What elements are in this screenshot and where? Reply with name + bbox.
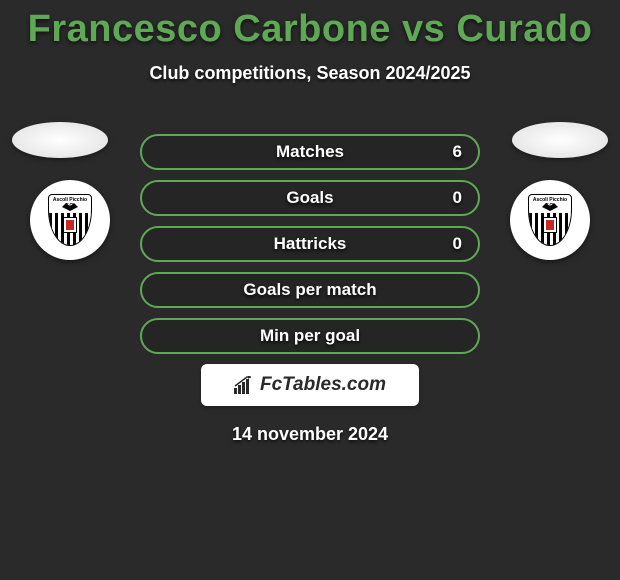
shield-icon: Ascoli Picchio F.C. [48, 194, 92, 246]
stat-pill-min-per-goal: Min per goal [140, 318, 480, 354]
stat-pill-goals-per-match: Goals per match [140, 272, 480, 308]
footer-date: 14 november 2024 [0, 424, 620, 445]
brand-box[interactable]: FcTables.com [201, 364, 419, 406]
stat-value: 0 [453, 188, 462, 208]
page-subtitle: Club competitions, Season 2024/2025 [0, 63, 620, 84]
player-avatar-right [512, 122, 608, 158]
stat-pill-matches: Matches 6 [140, 134, 480, 170]
stats-container: Matches 6 Goals 0 Hattricks 0 Goals per … [140, 134, 480, 354]
stat-label: Hattricks [274, 234, 347, 254]
page-title: Francesco Carbone vs Curado [0, 0, 620, 51]
brand-text: FcTables.com [260, 374, 386, 396]
stat-label: Min per goal [260, 326, 360, 346]
chart-icon [234, 376, 254, 394]
stat-label: Matches [276, 142, 344, 162]
stat-pill-hattricks: Hattricks 0 [140, 226, 480, 262]
player-avatar-left [12, 122, 108, 158]
stat-label: Goals per match [243, 280, 376, 300]
stat-pill-goals: Goals 0 [140, 180, 480, 216]
club-badge-right: Ascoli Picchio F.C. [510, 180, 590, 260]
shield-icon: Ascoli Picchio F.C. [528, 194, 572, 246]
club-badge-left: Ascoli Picchio F.C. [30, 180, 110, 260]
stat-value: 6 [453, 142, 462, 162]
stat-label: Goals [286, 188, 333, 208]
stat-value: 0 [453, 234, 462, 254]
